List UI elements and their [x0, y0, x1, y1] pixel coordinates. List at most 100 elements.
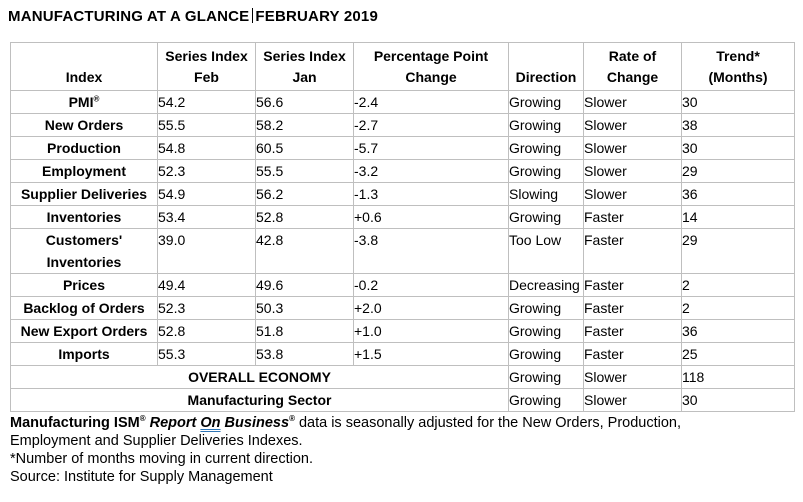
- row-label: Supplier Deliveries: [10, 182, 158, 206]
- cell-jan: 56.2: [255, 182, 354, 206]
- cell-change: -0.2: [353, 273, 509, 297]
- cell-rate: Faster: [583, 273, 682, 297]
- cell-trend: 29: [681, 159, 795, 183]
- row-label: Employment: [10, 159, 158, 183]
- cell-change: +1.0: [353, 319, 509, 343]
- document-title-part1: MANUFACTURING AT A GLANCE: [8, 8, 250, 25]
- cell-jan: 42.8: [255, 228, 354, 274]
- cell-rate: Faster: [583, 205, 682, 229]
- cell-feb: 54.9: [157, 182, 256, 206]
- cell-feb: 52.8: [157, 319, 256, 343]
- registered-mark-icon: ®: [93, 94, 100, 104]
- cell-trend: 2: [681, 273, 795, 297]
- registered-mark-icon: ®: [289, 414, 295, 424]
- table-row-supplier-deliveries: Supplier Deliveries 54.9 56.2 -1.3 Slowing Sl…: [10, 182, 795, 206]
- cell-change: -3.8: [353, 228, 509, 274]
- cell-jan: 49.6: [255, 273, 354, 297]
- cell-feb: 55.3: [157, 342, 256, 366]
- table-row-pmi: PMI® 54.2 56.6 -2.4 Growing Slower 30: [10, 90, 795, 114]
- cell-jan: 55.5: [255, 159, 354, 183]
- row-label: New Export Orders: [10, 319, 158, 343]
- row-label: New Orders: [10, 113, 158, 137]
- cell-trend: 30: [681, 90, 795, 114]
- row-label: PMI®: [10, 90, 158, 114]
- cell-direction: Slowing: [508, 182, 584, 206]
- row-label: Backlog of Orders: [10, 296, 158, 320]
- footnote-line1-rest: data is seasonally adjusted for the New …: [294, 415, 681, 431]
- row-label: Inventories: [10, 205, 158, 229]
- cell-direction: Growing: [508, 296, 584, 320]
- cell-rate: Slower: [583, 90, 682, 114]
- cell-feb: 39.0: [157, 228, 256, 274]
- cell-change: +2.0: [353, 296, 509, 320]
- table-row-new-export-orders: New Export Orders 52.8 51.8 +1.0 Growing Fast…: [10, 319, 795, 343]
- cell-rate: Slower: [583, 136, 682, 160]
- cell-feb: 53.4: [157, 205, 256, 229]
- registered-mark-icon: ®: [139, 414, 146, 424]
- cell-jan: 50.3: [255, 296, 354, 320]
- cell-direction: Growing: [508, 319, 584, 343]
- cell-change: -1.3: [353, 182, 509, 206]
- cell-change: -2.7: [353, 113, 509, 137]
- table-row-production: Production 54.8 60.5 -5.7 Growing Slower 30: [10, 136, 795, 160]
- merged-row-label: Manufacturing Sector: [10, 388, 509, 412]
- cell-direction: Growing: [508, 113, 584, 137]
- table-row-overall-economy: OVERALL ECONOMY Growing Slower 118: [10, 365, 795, 389]
- cell-trend: 25: [681, 342, 795, 366]
- cell-jan: 53.8: [255, 342, 354, 366]
- table-row-customers-inventories: Customers' Inventories 39.0 42.8 -3.8 Too Low…: [10, 228, 795, 274]
- table-row-manufacturing-sector: Manufacturing Sector Growing Slower 30: [10, 388, 795, 412]
- cell-feb: 52.3: [157, 159, 256, 183]
- footnote-on-grammar-underlined: On: [200, 415, 221, 431]
- footnotes: Manufacturing ISM® Report On Business® d…: [10, 414, 681, 486]
- footnote-line-4: Source: Institute for Supply Management: [10, 469, 273, 485]
- footnote-business-label: Business: [220, 415, 290, 431]
- footnote-line-3: *Number of months moving in current dire…: [10, 451, 314, 467]
- table-row-employment: Employment 52.3 55.5 -3.2 Growing Slower 29: [10, 159, 795, 183]
- cell-direction: Growing: [508, 388, 584, 412]
- cell-trend: 14: [681, 205, 795, 229]
- cell-direction: Growing: [508, 90, 584, 114]
- row-label: Prices: [10, 273, 158, 297]
- table-row-imports: Imports 55.3 53.8 +1.5 Growing Faster 25: [10, 342, 795, 366]
- row-label: Customers' Inventories: [10, 228, 158, 274]
- cell-direction: Growing: [508, 159, 584, 183]
- cell-rate: Slower: [583, 113, 682, 137]
- cell-jan: 56.6: [255, 90, 354, 114]
- cell-trend: 36: [681, 319, 795, 343]
- footnote-ism-label: Manufacturing ISM: [10, 415, 140, 431]
- cell-rate: Faster: [583, 296, 682, 320]
- cell-trend: 30: [681, 136, 795, 160]
- footnote-line-2: Employment and Supplier Deliveries Index…: [10, 433, 303, 449]
- cell-change: +0.6: [353, 205, 509, 229]
- cell-rate: Slower: [583, 159, 682, 183]
- column-header-series-index-feb: Series Index Feb: [157, 42, 256, 91]
- text-caret: [252, 8, 254, 23]
- column-header-rate-of-change: Rate of Change: [583, 42, 682, 91]
- footnote-report-label: Report: [145, 415, 201, 431]
- cell-jan: 51.8: [255, 319, 354, 343]
- cell-trend: 29: [681, 228, 795, 274]
- header-row: Index Series Index Feb Series Index Jan Perce…: [10, 42, 795, 91]
- cell-direction: Decreasing: [508, 273, 584, 297]
- table-row-backlog-of-orders: Backlog of Orders 52.3 50.3 +2.0 Growing Fast…: [10, 296, 795, 320]
- row-label: Production: [10, 136, 158, 160]
- table-body: PMI® 54.2 56.6 -2.4 Growing Slower 30 New Order…: [10, 90, 795, 412]
- table-row-inventories: Inventories 53.4 52.8 +0.6 Growing Faster 14: [10, 205, 795, 229]
- glance-table: Index Series Index Feb Series Index Jan Perce…: [10, 42, 795, 412]
- cell-change: +1.5: [353, 342, 509, 366]
- cell-trend: 2: [681, 296, 795, 320]
- merged-row-label: OVERALL ECONOMY: [10, 365, 509, 389]
- cell-jan: 58.2: [255, 113, 354, 137]
- footnote-line-1: Manufacturing ISM® Report On Business® d…: [10, 414, 681, 432]
- cell-direction: Growing: [508, 365, 584, 389]
- table-row-prices: Prices 49.4 49.6 -0.2 Decreasing Faster 2: [10, 273, 795, 297]
- cell-rate: Slower: [583, 365, 682, 389]
- column-header-direction: Direction: [508, 42, 584, 91]
- cell-jan: 60.5: [255, 136, 354, 160]
- cell-change: -3.2: [353, 159, 509, 183]
- column-header-trend-months: Trend* (Months): [681, 42, 795, 91]
- cell-feb: 55.5: [157, 113, 256, 137]
- row-label: Imports: [10, 342, 158, 366]
